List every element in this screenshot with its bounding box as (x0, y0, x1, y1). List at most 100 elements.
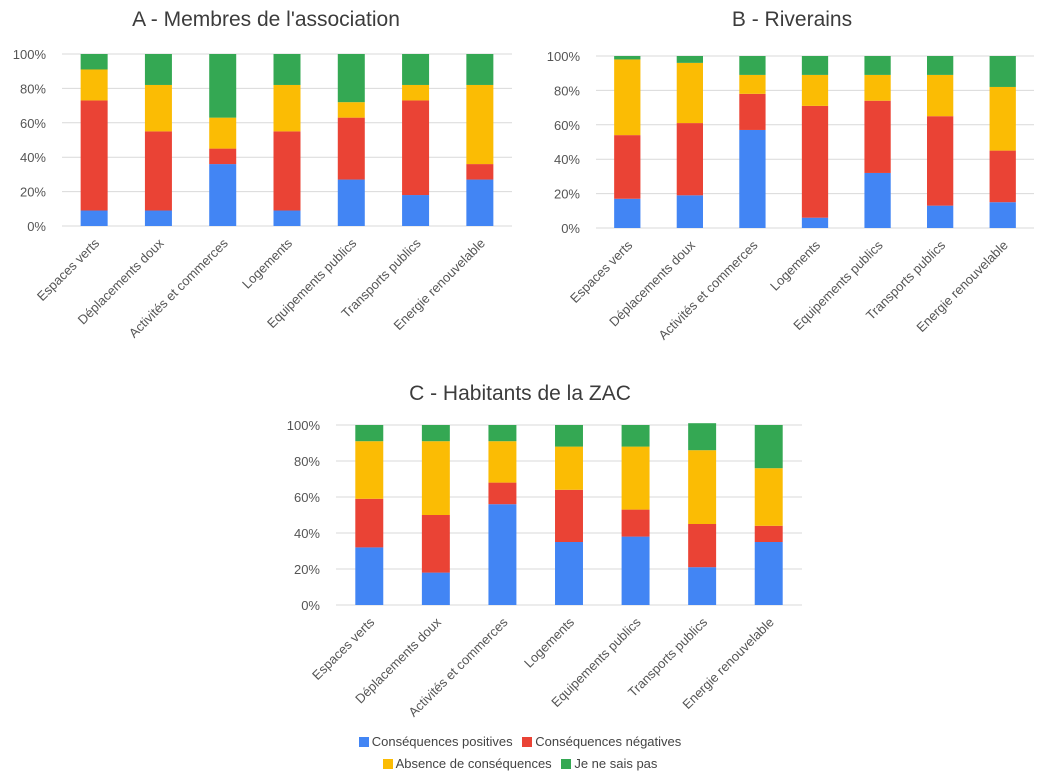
bar-segment (754, 525, 783, 542)
bar-segment (209, 54, 237, 118)
bar-segment (927, 56, 954, 75)
bar-segment (337, 179, 365, 226)
y-tick-label: 100% (547, 49, 581, 64)
legend-label: Absence de conséquences (395, 756, 552, 771)
legend-row-2: Absence de conséquences Je ne sais pas (0, 756, 1040, 771)
bar-segment (144, 84, 172, 132)
bar-segment (989, 56, 1016, 87)
bar-segment (555, 446, 583, 490)
bar-segment (989, 202, 1016, 228)
x-tick-label: Espaces verts (309, 614, 378, 683)
bar-segment (676, 62, 703, 124)
chart-b: B - Riverains 0% 20% 40% 60% 80% 100% Espaces v… (547, 8, 1034, 343)
legend-swatch (561, 759, 572, 769)
x-tick-label: Logements (521, 614, 577, 670)
y-tick-label: 40% (20, 150, 46, 165)
y-tick-label: 20% (294, 562, 320, 577)
bar-segment (273, 210, 301, 226)
legend-swatch (522, 737, 533, 747)
bar-segment (337, 102, 365, 118)
legend-row-1: Conséquences positives Conséquences néga… (0, 734, 1040, 749)
bar-segment (421, 572, 450, 605)
bar-segment (273, 84, 301, 132)
y-tick-label: 80% (20, 81, 46, 96)
bar-segment (80, 69, 108, 101)
y-tick-label: 40% (554, 152, 580, 167)
bar-segment (466, 84, 494, 165)
bar-segment (402, 100, 430, 196)
legend-label: Conséquences positives (371, 734, 513, 749)
chart-title: B - Riverains (732, 8, 852, 31)
bar-segment (402, 195, 430, 226)
y-tick-label: 60% (554, 118, 580, 133)
bar-segment (739, 56, 766, 75)
chart-title: C - Habitants de la ZAC (409, 382, 631, 405)
chart-title: A - Membres de l'association (132, 8, 400, 31)
bar-segment (144, 131, 172, 211)
bar-segment (688, 567, 717, 605)
bar-segment (864, 74, 891, 101)
y-tick-label: 0% (27, 219, 46, 234)
chart-a: A - Membres de l'association 0% 20% 40% 60% 8… (13, 8, 512, 341)
bar-segment (355, 425, 384, 442)
bar-segment (466, 54, 494, 85)
bar-segment (355, 441, 384, 499)
legend-item-ne-sais-pas: Je ne sais pas (561, 756, 657, 771)
y-tick-label: 100% (287, 418, 321, 433)
bar-segment (209, 164, 237, 226)
bar-segment (676, 123, 703, 196)
bar-segment (688, 524, 717, 568)
bar-segment (80, 210, 108, 226)
y-tick-label: 40% (294, 526, 320, 541)
bar-segment (614, 56, 641, 60)
bar-segment (555, 542, 583, 605)
y-tick-label: 60% (294, 490, 320, 505)
y-tick-label: 100% (13, 47, 47, 62)
bar-segment (80, 54, 108, 70)
y-tick-label: 80% (554, 83, 580, 98)
y-tick-label: 0% (301, 598, 320, 613)
bar-segment (676, 195, 703, 228)
bar-segment (355, 498, 384, 548)
y-tick-label: 20% (554, 187, 580, 202)
bar-segment (801, 105, 829, 218)
y-tick-label: 60% (20, 116, 46, 131)
legend-label: Conséquences négatives (535, 734, 682, 749)
bar-segment (273, 131, 301, 211)
bar-segment (754, 425, 783, 469)
bar-segment (676, 56, 703, 63)
bar-segment (754, 542, 783, 605)
bar-segment (801, 56, 829, 75)
bar-segment (355, 547, 384, 605)
bar-segment (80, 100, 108, 211)
x-tick-label: Logements (239, 235, 295, 291)
legend-swatch (358, 737, 369, 747)
bar-segment (144, 54, 172, 85)
bar-segment (614, 59, 641, 136)
bar-segment (273, 54, 301, 85)
bar-segment (466, 164, 494, 180)
bar-segment (614, 198, 641, 228)
x-tick-label: Espaces verts (34, 235, 103, 304)
bar-segment (739, 74, 766, 94)
bar-segment (688, 450, 717, 524)
legend-item-absence: Absence de conséquences (382, 756, 552, 771)
bar-segment (402, 54, 430, 85)
bar-segment (614, 135, 641, 199)
bar-segment (555, 489, 583, 542)
y-tick-label: 80% (294, 454, 320, 469)
bar-segment (864, 172, 891, 228)
x-tick-label: Espaces verts (567, 237, 636, 306)
bar-segment (621, 446, 650, 510)
y-tick-label: 20% (20, 185, 46, 200)
bar-segment (421, 441, 450, 515)
bar-segment (621, 536, 650, 605)
legend: Conséquences positives Conséquences néga… (0, 732, 1040, 780)
bar-segment (488, 482, 517, 505)
bar-segment (621, 425, 650, 447)
bar-segment (555, 425, 583, 447)
bar-segment (927, 116, 954, 206)
legend-item-positives: Conséquences positives (358, 734, 513, 749)
bar-segment (144, 210, 172, 226)
